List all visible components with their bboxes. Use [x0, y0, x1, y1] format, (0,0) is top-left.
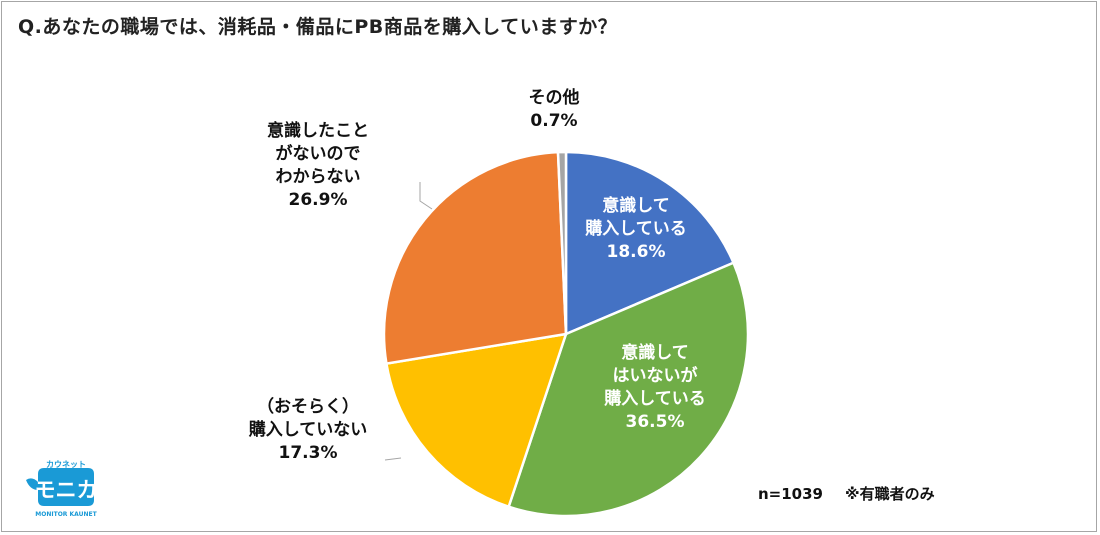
leader-line-3: [419, 182, 433, 210]
monica-logo: カウネット モニカ MONITOR KAUNET: [26, 460, 98, 518]
slice-label-2: （おそらく）購入していない 17.3%: [249, 396, 368, 463]
chart-title: Q.あなたの職場では、消耗品・備品にPB商品を購入していますか？: [18, 16, 618, 38]
footnote: n=1039 ※有職者のみ: [758, 483, 935, 504]
slice-label-3: 意識したことがないのでわからない 26.9%: [267, 120, 369, 210]
logo-top-text: カウネット: [46, 460, 86, 469]
slice-label-1: 意識してはいないが購入している 36.5%: [604, 342, 706, 432]
logo-main-text: モニカ: [35, 478, 98, 502]
pie-slice-1: [507, 261, 750, 518]
pie-slice-3: [382, 150, 568, 366]
pie-slice-2: [384, 332, 568, 509]
pie-slice-4: [556, 150, 568, 335]
leader-line-2: [384, 457, 402, 461]
pie-slice-0: [564, 150, 736, 336]
slice-label-4: その他 0.7%: [529, 87, 580, 131]
logo-bottom-text: MONITOR KAUNET: [35, 511, 97, 518]
slice-label-0: 意識して購入している 18.6%: [585, 195, 687, 262]
sample-size: n=1039: [758, 485, 823, 503]
footnote-note: ※有職者のみ: [845, 485, 935, 503]
